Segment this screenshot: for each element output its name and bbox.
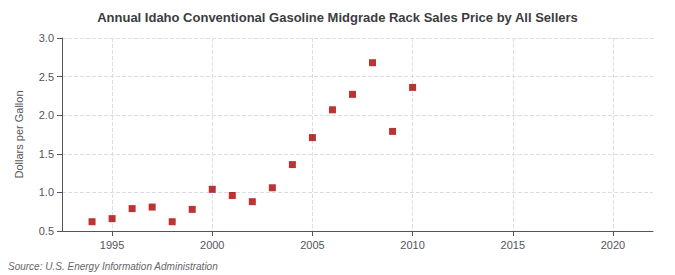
svg-text:2.0: 2.0 (39, 109, 54, 121)
svg-text:2020: 2020 (601, 239, 625, 251)
svg-text:1995: 1995 (100, 239, 124, 251)
svg-text:2000: 2000 (200, 239, 224, 251)
svg-text:1.5: 1.5 (39, 148, 54, 160)
svg-text:3.0: 3.0 (39, 32, 54, 44)
svg-text:2015: 2015 (501, 239, 525, 251)
svg-text:2005: 2005 (300, 239, 324, 251)
svg-text:0.5: 0.5 (39, 225, 54, 237)
svg-text:Annual Idaho Conventional Gaso: Annual Idaho Conventional Gasoline Midgr… (97, 10, 578, 25)
svg-text:Dollars per Gallon: Dollars per Gallon (13, 90, 25, 178)
svg-text:2.5: 2.5 (39, 71, 54, 83)
svg-text:2010: 2010 (400, 239, 424, 251)
svg-text:Source: U.S. Energy Informatio: Source: U.S. Energy Information Administ… (8, 261, 218, 272)
svg-text:1.0: 1.0 (39, 186, 54, 198)
